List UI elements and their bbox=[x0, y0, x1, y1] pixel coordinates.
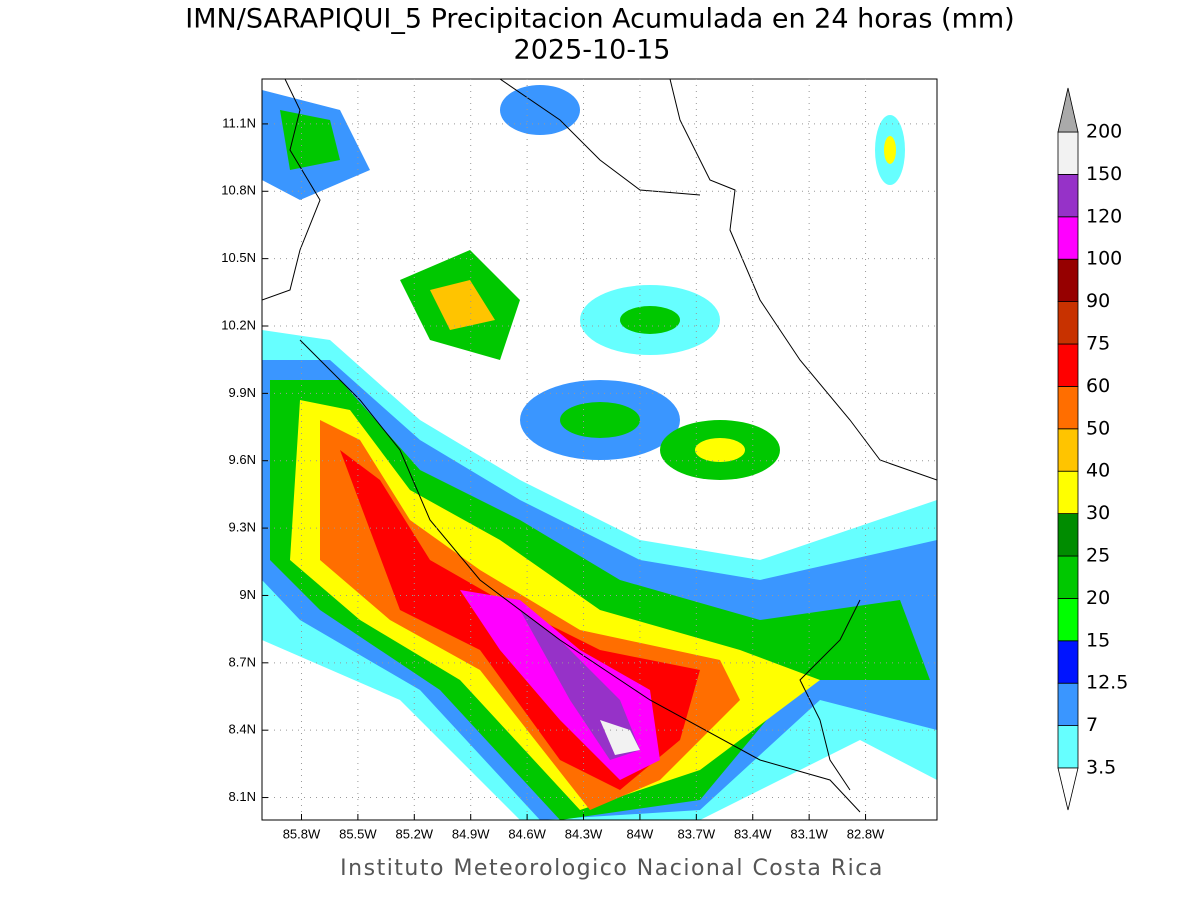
colorbar-label: 25 bbox=[1086, 545, 1110, 567]
colorbar-label: 12.5 bbox=[1086, 672, 1128, 694]
colorbar-box bbox=[1057, 343, 1079, 387]
colorbar-box bbox=[1057, 216, 1079, 260]
x-tick-label: 84.9W bbox=[452, 826, 490, 841]
y-tick-label: 9.6N bbox=[229, 452, 256, 467]
colorbar-over bbox=[1057, 87, 1079, 133]
colorbar-box bbox=[1057, 513, 1079, 557]
colorbar-label: 15 bbox=[1086, 629, 1110, 651]
colorbar-box bbox=[1057, 173, 1079, 218]
colorbar-label: 75 bbox=[1086, 333, 1110, 355]
y-tick-label: 9.3N bbox=[229, 520, 256, 535]
y-tick-label: 8.7N bbox=[229, 654, 256, 669]
colorbar-box bbox=[1057, 301, 1079, 345]
y-tick-label: 10.2N bbox=[221, 317, 256, 332]
y-tick-label: 8.1N bbox=[229, 789, 256, 804]
map-title: IMN/SARAPIQUI_5 Precipitacion Acumulada … bbox=[185, 4, 1014, 35]
map-frame bbox=[261, 78, 938, 821]
colorbar-box bbox=[1057, 555, 1079, 599]
colorbar-box bbox=[1057, 725, 1079, 769]
x-tick-label: 83.7W bbox=[678, 826, 716, 841]
colorbar-box bbox=[1057, 682, 1079, 727]
x-tick-label: 84.6W bbox=[508, 826, 546, 841]
x-tick-label: 85.8W bbox=[283, 826, 321, 841]
x-tick-label: 85.2W bbox=[396, 826, 434, 841]
x-tick-label: 83.4W bbox=[734, 826, 772, 841]
colorbar-label: 90 bbox=[1086, 290, 1110, 312]
colorbar-label: 200 bbox=[1086, 121, 1122, 143]
map-subtitle: 2025-10-15 bbox=[514, 35, 671, 66]
y-tick-label: 10.8N bbox=[221, 183, 256, 198]
footer: Instituto Meteorologico Nacional Costa R… bbox=[340, 856, 884, 881]
colorbar-label: 50 bbox=[1086, 417, 1110, 439]
colorbar-box bbox=[1057, 428, 1079, 472]
colorbar-box bbox=[1057, 640, 1079, 684]
colorbar-label: 7 bbox=[1086, 714, 1098, 736]
y-tick-label: 10.5N bbox=[221, 250, 256, 265]
colorbar-box bbox=[1057, 470, 1079, 515]
y-tick-label: 9.9N bbox=[229, 385, 256, 400]
x-tick-label: 82.8W bbox=[847, 826, 885, 841]
colorbar-box bbox=[1057, 131, 1079, 175]
x-tick-label: 84.3W bbox=[565, 826, 603, 841]
colorbar-label: 30 bbox=[1086, 502, 1110, 524]
y-tick-label: 11.1N bbox=[222, 115, 256, 130]
y-tick-label: 8.4N bbox=[229, 722, 256, 737]
colorbar-box bbox=[1057, 598, 1079, 642]
colorbar-label: 120 bbox=[1086, 205, 1122, 227]
colorbar-box bbox=[1057, 258, 1079, 303]
colorbar-under bbox=[1057, 767, 1079, 811]
colorbar-label: 3.5 bbox=[1086, 757, 1116, 779]
x-tick-label: 85.5W bbox=[339, 826, 377, 841]
colorbar-label: 60 bbox=[1086, 375, 1110, 397]
colorbar-box bbox=[1057, 385, 1079, 430]
colorbar-label: 150 bbox=[1086, 163, 1122, 185]
y-tick-label: 9N bbox=[239, 587, 256, 602]
x-tick-label: 83.1W bbox=[790, 826, 828, 841]
precip-field bbox=[262, 79, 937, 820]
colorbar-label: 20 bbox=[1086, 587, 1110, 609]
colorbar-label: 40 bbox=[1086, 460, 1110, 482]
x-tick-label: 84W bbox=[627, 826, 654, 841]
colorbar-label: 100 bbox=[1086, 248, 1122, 270]
